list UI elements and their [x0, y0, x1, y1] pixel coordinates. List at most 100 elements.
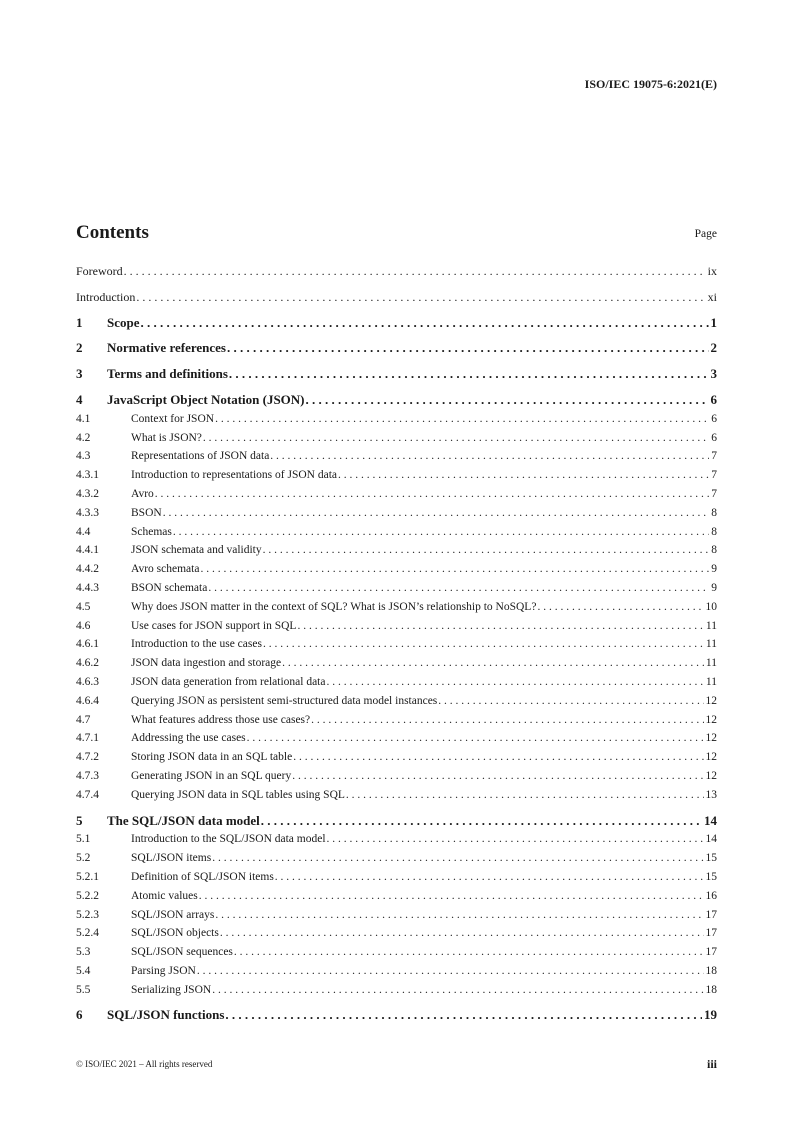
toc-entry[interactable]: 4.1 Context for JSON 6	[76, 410, 717, 429]
toc-entry-page: 8	[711, 544, 717, 557]
toc-entry-page: 12	[705, 732, 718, 745]
toc-entry-number: 5.5	[76, 983, 91, 996]
toc-entry-number: 5.4	[76, 964, 91, 977]
toc-entry-number: 4.7.4	[76, 788, 99, 801]
toc-entry-number: 4.4	[76, 525, 91, 538]
toc-entry-title: What is JSON?	[131, 431, 202, 444]
toc-entry-title: Use cases for JSON support in SQL	[131, 619, 297, 632]
toc-entry[interactable]: 5.3 SQL/JSON sequences 17	[76, 943, 717, 962]
toc-entry[interactable]: 4.4.3 BSON schemata 9	[76, 579, 717, 598]
toc-entry-page: 15	[705, 870, 718, 883]
toc-entry[interactable]: 4.7.3 Generating JSON in an SQL query 12	[76, 767, 717, 786]
dot-leader	[262, 541, 710, 560]
dot-leader	[207, 579, 709, 598]
toc-entry[interactable]: 5.5 Serializing JSON 18	[76, 981, 717, 1000]
dot-leader	[296, 617, 703, 636]
toc-entry-page: 11	[705, 619, 717, 632]
toc-entry[interactable]: 5.4 Parsing JSON 18	[76, 962, 717, 981]
toc-entry-number: 6	[76, 1007, 83, 1023]
page-column-label: Page	[694, 228, 717, 240]
toc-entry-page: 8	[711, 506, 717, 519]
toc-entry[interactable]: 4.3.1 Introduction to representations of …	[76, 466, 717, 485]
toc-entry[interactable]: 4.7 What features address those use cases…	[76, 711, 717, 730]
toc-entry[interactable]: 5.2.2 Atomic values 16	[76, 887, 717, 906]
dot-leader	[536, 598, 703, 617]
toc-entry-title: Representations of JSON data	[131, 450, 270, 463]
dot-leader	[262, 635, 704, 654]
dot-leader	[154, 485, 709, 504]
toc-entry[interactable]: 4.6.3 JSON data generation from relationa…	[76, 673, 717, 692]
toc-entry-number: 4.6.2	[76, 657, 99, 670]
toc-entry[interactable]: 4.4 Schemas 8	[76, 523, 717, 542]
toc-entry-number: 4.6.3	[76, 675, 99, 688]
toc-entry-title: Introduction to representations of JSON …	[131, 469, 337, 482]
dot-leader	[325, 673, 703, 692]
toc-entry[interactable]: 4.5 Why does JSON matter in the context o…	[76, 598, 717, 617]
toc-entry[interactable]: 4.6.1 Introduction to the use cases 11	[76, 635, 717, 654]
toc-entry[interactable]: 4.3.2 Avro 7	[76, 485, 717, 504]
toc-entry-title: JSON data ingestion and storage	[131, 657, 282, 670]
toc-entry-title: Atomic values	[131, 889, 198, 902]
toc-entry[interactable]: 4.3.3 BSON 8	[76, 504, 717, 523]
toc-entry[interactable]: 2 Normative references 2	[76, 339, 717, 358]
dot-leader	[260, 812, 702, 831]
dot-leader	[292, 748, 703, 767]
toc-entry[interactable]: 5.2.4 SQL/JSON objects 17	[76, 924, 717, 943]
toc-entry-page: 7	[711, 469, 717, 482]
dot-leader	[224, 1006, 702, 1025]
toc-entry-title: Avro schemata	[131, 563, 200, 576]
toc-entry-number: 4.1	[76, 412, 91, 425]
dot-leader	[162, 504, 710, 523]
toc-entry[interactable]: 4.3 Representations of JSON data 7	[76, 447, 717, 466]
toc-entry[interactable]: 4.6.4 Querying JSON as persistent semi-st…	[76, 692, 717, 711]
toc-entry[interactable]: 5.2.3 SQL/JSON arrays 17	[76, 906, 717, 925]
toc-entry-title: JSON data generation from relational dat…	[131, 675, 326, 688]
toc-entry-page: 16	[705, 889, 718, 902]
toc-entry[interactable]: 5.2 SQL/JSON items 15	[76, 849, 717, 868]
toc-entry[interactable]: 4.7.2 Storing JSON data in an SQL table 12	[76, 748, 717, 767]
toc-entry[interactable]: 3 Terms and definitions 3	[76, 365, 717, 384]
toc-entry-page: 10	[705, 600, 718, 613]
toc-entry-page: 12	[705, 751, 718, 764]
dot-leader	[123, 262, 706, 281]
toc-entry-title: Storing JSON data in an SQL table	[131, 751, 293, 764]
toc-entry-title: SQL/JSON arrays	[131, 908, 215, 921]
toc-entry-page: 12	[705, 694, 718, 707]
toc-entry[interactable]: 4.4.1 JSON schemata and validity 8	[76, 541, 717, 560]
toc-entry[interactable]: 5 The SQL/JSON data model 14	[76, 812, 717, 831]
toc-entry-number: 5.2.2	[76, 889, 99, 902]
toc-entry[interactable]: 4 JavaScript Object Notation (JSON) 6	[76, 391, 717, 410]
toc-entry-page: 11	[705, 657, 717, 670]
toc-entry[interactable]: 4.7.4 Querying JSON data in SQL tables us…	[76, 786, 717, 805]
toc-entry-number: 2	[76, 340, 83, 356]
toc-entry-title: Normative references	[107, 340, 226, 356]
toc-entry[interactable]: Foreword ix	[76, 262, 717, 281]
toc-entry[interactable]: Introduction xi	[76, 288, 717, 307]
document-id-header: ISO/IEC 19075-6:2021(E)	[584, 77, 717, 91]
dot-leader	[326, 830, 704, 849]
toc-entry[interactable]: 6 SQL/JSON functions 19	[76, 1006, 717, 1025]
toc-entry[interactable]: 4.7.1 Addressing the use cases 12	[76, 729, 717, 748]
toc-entry-number: 4.4.1	[76, 544, 99, 557]
toc-entry-page: 7	[711, 487, 717, 500]
toc-entry-title: What features address those use cases?	[131, 713, 311, 726]
toc-entry[interactable]: 1 Scope 1	[76, 314, 717, 333]
toc-entry-page: 14	[704, 812, 717, 828]
toc-entry-page: 18	[705, 983, 718, 996]
toc-entry-number: 4.5	[76, 600, 91, 613]
toc-entry-page: 11	[705, 675, 717, 688]
toc-entry[interactable]: 4.2 What is JSON? 6	[76, 429, 717, 448]
toc-entry-number: 4.7.1	[76, 732, 99, 745]
toc-entry-page: 6	[710, 391, 718, 407]
toc-entry[interactable]: 5.2.1 Definition of SQL/JSON items 15	[76, 868, 717, 887]
toc-entry[interactable]: 5.1 Introduction to the SQL/JSON data mod…	[76, 830, 717, 849]
toc-entry-number: 4.6	[76, 619, 91, 632]
dot-leader	[226, 339, 709, 358]
toc-entry-title: SQL/JSON objects	[131, 927, 219, 940]
toc-entry[interactable]: 4.4.2 Avro schemata 9	[76, 560, 717, 579]
dot-leader	[274, 868, 704, 887]
toc-entry-number: 4.7.3	[76, 769, 99, 782]
toc-entry[interactable]: 4.6.2 JSON data ingestion and storage 11	[76, 654, 717, 673]
toc-entry[interactable]: 4.6 Use cases for JSON support in SQL 11	[76, 617, 717, 636]
dot-leader	[140, 314, 709, 333]
